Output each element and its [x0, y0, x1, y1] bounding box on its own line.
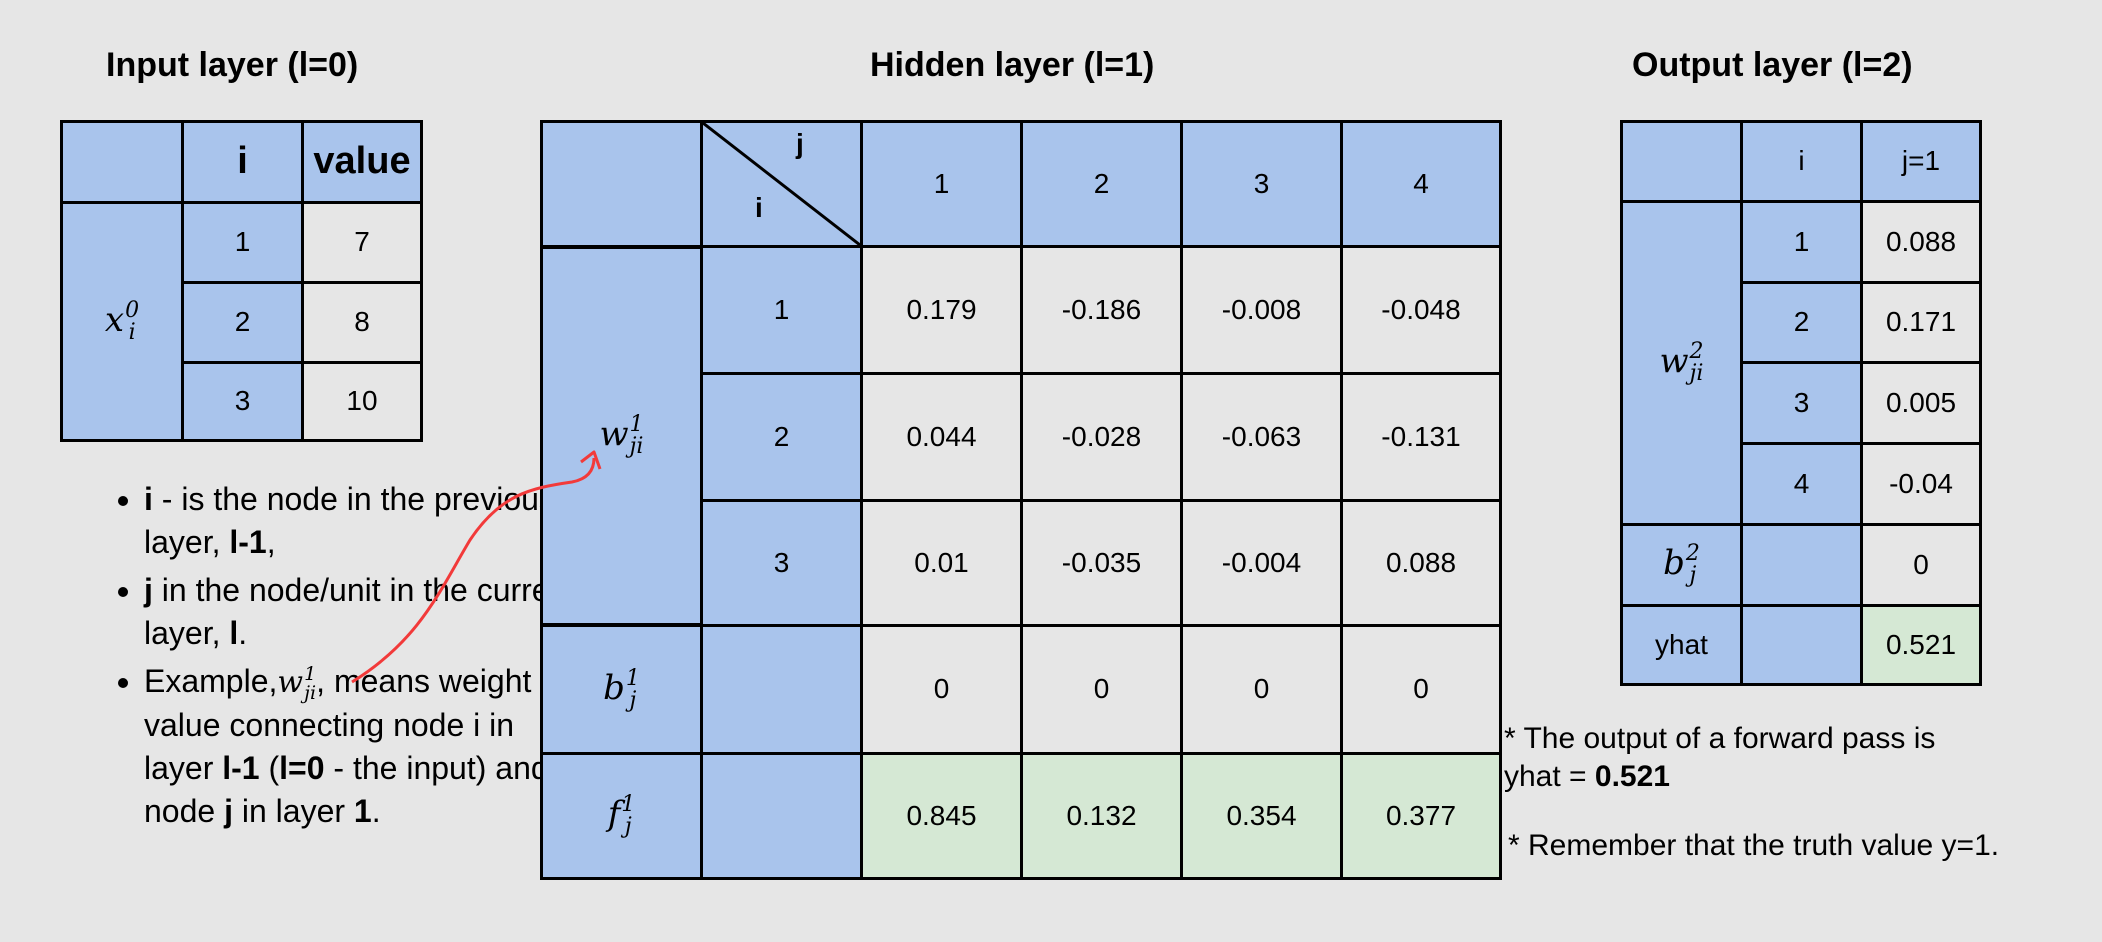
hidden-bias-value: 0: [860, 624, 1023, 755]
hidden-row-i: 1: [700, 245, 863, 375]
input-layer-title: Input layer (l=0): [106, 46, 359, 84]
note-example-symbol: w 1 ji: [277, 663, 317, 704]
hidden-activation-value: 0.354: [1180, 752, 1343, 880]
output-weight-value: 0.171: [1860, 281, 1982, 364]
note-node-j: j in the node/unit in the current layer,…: [144, 569, 584, 655]
note-node-i: i - is the node in the previous layer, l…: [144, 478, 584, 564]
hidden-weight-value: 0.088: [1340, 499, 1502, 627]
input-row-value: 8: [301, 281, 423, 364]
output-yhat-empty: [1740, 604, 1863, 686]
output-row-i: 1: [1740, 200, 1863, 284]
forward-pass-line1: * The output of a forward pass is: [1504, 722, 1936, 755]
hidden-weight-value: -0.008: [1180, 245, 1343, 375]
hidden-activation-value: 0.132: [1020, 752, 1183, 880]
hidden-weight-value: -0.028: [1020, 372, 1183, 502]
input-row-i: 1: [181, 201, 304, 284]
hidden-weight-value: -0.186: [1020, 245, 1183, 375]
notes-list: i - is the node in the previous layer, l…: [108, 478, 584, 838]
hidden-col-header: 1: [860, 120, 1023, 248]
output-bias-value: 0: [1860, 523, 1982, 607]
output-table-corner: [1620, 120, 1743, 203]
hidden-weight-value: 0.044: [860, 372, 1023, 502]
hidden-weight-value: 0.179: [860, 245, 1023, 375]
input-row-i: 2: [181, 281, 304, 364]
input-header-value: value: [301, 120, 423, 204]
output-row-i: 4: [1740, 442, 1863, 526]
output-layer-title: Output layer (l=2): [1632, 46, 1913, 84]
hidden-bias-value: 0: [1180, 624, 1343, 755]
hidden-weight-value: 0.01: [860, 499, 1023, 627]
hidden-weight-symbol-cell: w 1 ji: [540, 245, 703, 627]
hidden-row-i: 3: [700, 499, 863, 627]
corner-label-j: j: [796, 128, 804, 159]
output-weight-symbol-cell: w 2 ji: [1620, 200, 1743, 526]
hidden-weight-value: -0.035: [1020, 499, 1183, 627]
input-row-value: 10: [301, 361, 423, 442]
output-weight-value: -0.04: [1860, 442, 1982, 526]
output-yhat-value: 0.521: [1860, 604, 1982, 686]
forward-pass-note: * The output of a forward pass is yhat =…: [1504, 720, 1935, 796]
output-row-i: 2: [1740, 281, 1863, 364]
hidden-weight-symbol: w 1 ji: [599, 412, 644, 459]
forward-pass-value: 0.521: [1594, 760, 1670, 793]
hidden-row-i: 2: [700, 372, 863, 502]
hidden-layer-title: Hidden layer (l=1): [870, 46, 1155, 84]
output-header-i: i: [1740, 120, 1863, 203]
output-weight-value: 0.088: [1860, 200, 1982, 284]
hidden-activation-empty: [700, 752, 863, 880]
truth-value-note: * Remember that the truth value y=1.: [1508, 829, 2000, 862]
corner-diagonal-line: [703, 123, 860, 245]
output-row-i: 3: [1740, 361, 1863, 445]
output-header-j: j=1: [1860, 120, 1982, 203]
hidden-weight-value: -0.131: [1340, 372, 1502, 502]
output-bias-empty: [1740, 523, 1863, 607]
hidden-activation-value: 0.377: [1340, 752, 1502, 880]
output-weight-value: 0.005: [1860, 361, 1982, 445]
output-weight-symbol: w 2 ji: [1659, 339, 1704, 386]
forward-pass-line2: yhat = 0.521: [1504, 760, 1670, 793]
hidden-weight-value: -0.004: [1180, 499, 1343, 627]
hidden-col-header: 4: [1340, 120, 1502, 248]
input-table-corner: [60, 120, 184, 204]
output-yhat-label: yhat: [1620, 604, 1743, 686]
hidden-bias-value: 0: [1020, 624, 1183, 755]
corner-label-i: i: [755, 192, 763, 223]
input-row-value: 7: [301, 201, 423, 284]
input-row-i: 3: [181, 361, 304, 442]
